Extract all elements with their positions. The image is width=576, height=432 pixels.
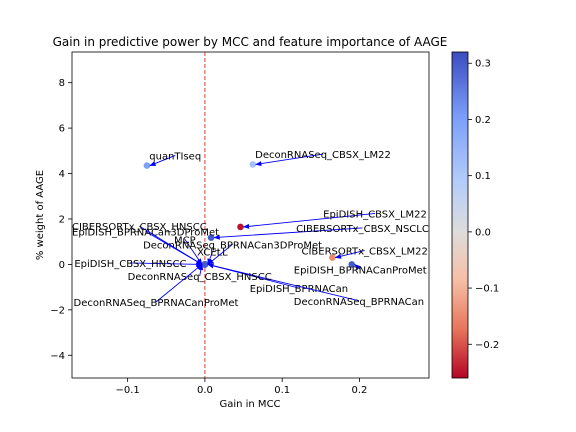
y-tick-label: 8: [59, 78, 65, 89]
annotation-arrow: [139, 225, 203, 265]
point-label: EpiDISH_BPRNACanProMet: [294, 265, 427, 276]
x-axis-label: Gain in MCC: [219, 399, 280, 410]
y-axis: −4 −2 0 2 4 6 8: [50, 78, 72, 362]
annotation-arrow: [242, 212, 376, 229]
point-label: CIBERSORTx_CBSX_LM22: [302, 246, 428, 257]
point-label: DeconRNASeq_CBSX_HNSCC: [128, 272, 272, 283]
data-point: [249, 161, 257, 168]
x-tick-label: 0.0: [197, 385, 213, 396]
data-point: [237, 223, 244, 231]
annotation-arrow: [149, 155, 176, 167]
colorbar-ticks: 0.3 0.2 0.1 0.0 −0.1 −0.2: [468, 59, 499, 351]
y-tick-label: 2: [59, 214, 65, 225]
annotation-arrow: [334, 249, 365, 259]
point-label: MCP: [174, 235, 196, 246]
colorbar-tick-label: −0.2: [475, 340, 499, 351]
point-label: DeconRNASeq_BPRNACanProMet: [74, 298, 239, 309]
annotation-arrow: [213, 227, 363, 240]
y-tick-label: 0: [59, 260, 65, 271]
annotation-arrow: [130, 261, 203, 267]
plot-frame: [71, 51, 430, 379]
point-label: CIBERSORTx_CBSX_HNSCC: [72, 222, 207, 233]
x-axis: −0.1 0.0 0.1 0.2: [115, 378, 367, 396]
colorbar: 0.3 0.2 0.1 0.0 −0.1 −0.2: [451, 51, 499, 379]
point-label: EpiDISH_CBSX_HNSCC: [74, 259, 186, 270]
marks-layer: quanTIseq DeconRNASeq_CBSX_LM22 EpiDISH_CB…: [72, 52, 429, 378]
colorbar-tick-label: 0.1: [475, 171, 491, 182]
y-tick-label: 6: [59, 124, 65, 135]
point-label: DeconRNASeq_BPRNACan: [294, 297, 424, 308]
y-tick-label: −4: [50, 351, 65, 362]
data-point: [329, 254, 336, 261]
point-label: quanTIseq: [149, 151, 201, 162]
chart-title: Gain in predictive power by MCC and feat…: [53, 35, 448, 49]
point-label: CIBERSORTx_CBSX_NSCLC: [296, 224, 429, 235]
annotation-arrow: [155, 264, 203, 303]
x-tick-label: −0.1: [115, 385, 139, 396]
y-tick-label: −2: [50, 305, 65, 316]
point-label: EpiDISH_CBSX_LM22: [323, 209, 427, 220]
annotation-arrow: [207, 263, 360, 302]
data-point: [143, 162, 151, 169]
data-point: [348, 261, 356, 268]
colorbar-tick-label: 0.2: [475, 115, 491, 126]
colorbar-tick-label: 0.0: [475, 227, 491, 238]
y-tick-label: 4: [59, 169, 65, 180]
x-tick-label: 0.1: [274, 385, 290, 396]
colorbar-tick-label: −0.1: [475, 284, 499, 295]
annotation-arrow: [207, 243, 233, 265]
colorbar-tick-label: 0.3: [475, 59, 491, 70]
point-label: DeconRNASeq_BPRNACan3DProMet: [143, 240, 322, 251]
x-tick-label: 0.2: [352, 385, 368, 396]
point-label: XCELL: [197, 248, 228, 259]
plot-area: [72, 52, 429, 378]
data-point: [201, 261, 209, 268]
colorbar-gradient: [451, 51, 469, 379]
point-label: DeconRNASeq_CBSX_LM22: [255, 150, 391, 161]
annotation-arrow: [354, 263, 361, 271]
point-label: EpiDISH_BPRNACan: [250, 284, 348, 295]
data-point: [207, 234, 215, 241]
annotation-arrow: [255, 153, 324, 167]
point-label: EpiDISH_BPRNACan3DProMet: [72, 227, 219, 238]
y-axis-label: % weight of AAGE: [35, 170, 46, 260]
